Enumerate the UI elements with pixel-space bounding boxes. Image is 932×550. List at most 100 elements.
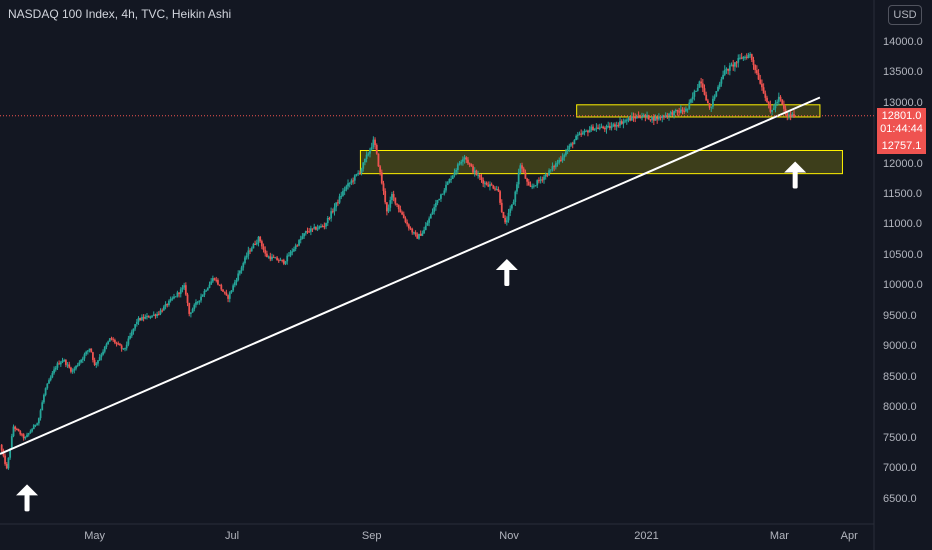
candle-body (548, 170, 550, 176)
candle-body (429, 214, 432, 219)
candle-body (233, 282, 236, 286)
candle-body (61, 360, 64, 363)
candle-body (98, 357, 101, 361)
candle-body (477, 174, 480, 176)
candle-body (88, 348, 91, 351)
support-zones (359, 104, 843, 175)
candle-body (411, 228, 414, 233)
candle-body (495, 189, 498, 191)
candle-body (546, 174, 549, 176)
candle-body (610, 126, 613, 129)
candle-body (776, 101, 779, 104)
candle-body (220, 285, 223, 290)
candle-body (431, 211, 434, 215)
candle-body (200, 296, 202, 301)
candle-body (235, 279, 238, 283)
up-arrow-head (784, 161, 807, 173)
candle-body (142, 317, 145, 319)
candle-body (642, 115, 645, 118)
candle-body (347, 183, 349, 187)
candle-body (10, 436, 13, 449)
candle-body (396, 203, 398, 205)
candle-body (607, 125, 610, 127)
candle-body (693, 91, 696, 97)
candle-body (279, 259, 282, 261)
candle-body (793, 114, 795, 118)
candle-body (105, 344, 108, 347)
candle-body (12, 426, 15, 437)
price-axis-label: 7500.0 (883, 431, 917, 444)
candle-body (328, 218, 331, 220)
candle-body (86, 350, 89, 352)
candle-body (779, 96, 782, 100)
candle-body (141, 317, 143, 321)
candle-body (764, 93, 767, 98)
candle-body (358, 172, 361, 174)
candle-body (441, 193, 444, 195)
candle-body (291, 251, 294, 253)
candle-body (752, 59, 755, 66)
candle-body (666, 115, 669, 117)
candle-body (394, 197, 397, 204)
candle-body (592, 126, 594, 131)
candle-body (112, 339, 115, 341)
candle-body (705, 94, 708, 101)
time-axis-label: May (84, 530, 105, 542)
candle-body (287, 255, 290, 257)
trendline-layer (0, 96, 821, 455)
candle-body (103, 346, 106, 352)
candle-body (370, 146, 373, 150)
candle-body (536, 180, 539, 186)
candle-body (83, 354, 86, 359)
candle-body (534, 185, 537, 187)
candle-body (259, 236, 262, 242)
candle-body (671, 112, 674, 116)
candle-body (451, 175, 454, 179)
candle-body (365, 154, 368, 159)
currency-button[interactable]: USD (888, 5, 922, 25)
candle-body (637, 115, 640, 118)
candle-body (301, 236, 304, 239)
candle-body (691, 96, 694, 100)
candle-body (634, 117, 637, 119)
candle-body (27, 433, 30, 435)
candle-body (375, 145, 378, 154)
candle-body (276, 257, 278, 261)
up-arrow-head (495, 258, 518, 270)
candle-body (690, 99, 692, 103)
candle-body (462, 159, 464, 162)
price-axis-label: 9500.0 (883, 309, 917, 322)
candle-body (485, 182, 488, 185)
candle-body (92, 352, 94, 360)
candle-body (777, 96, 780, 102)
up-arrow-head (16, 484, 39, 496)
candle-body (551, 166, 554, 170)
candle-body (299, 238, 302, 241)
candle-body (100, 354, 103, 358)
candle-body (593, 128, 596, 131)
candle-body (543, 176, 545, 180)
candle-body (303, 233, 305, 237)
time-axis-label: Jul (224, 530, 240, 542)
candle-body (625, 120, 628, 122)
candle-body (161, 310, 164, 312)
candle-body (402, 214, 405, 219)
candle-body (318, 226, 321, 229)
candle-body (735, 62, 738, 64)
candle-body (421, 233, 424, 236)
candle-body (4, 455, 6, 464)
candle-body (147, 315, 150, 318)
candle-body (522, 168, 525, 173)
candle-body (588, 130, 591, 133)
candle-body (739, 57, 741, 59)
time-axis-label: Nov (499, 530, 519, 542)
candle-body (179, 289, 182, 294)
candle-body (282, 260, 285, 264)
candle-body (419, 233, 422, 236)
candle-body (119, 343, 121, 346)
candle-body (320, 226, 322, 228)
candle-body (48, 380, 50, 384)
candle-body (108, 338, 111, 342)
candle-body (336, 202, 339, 204)
